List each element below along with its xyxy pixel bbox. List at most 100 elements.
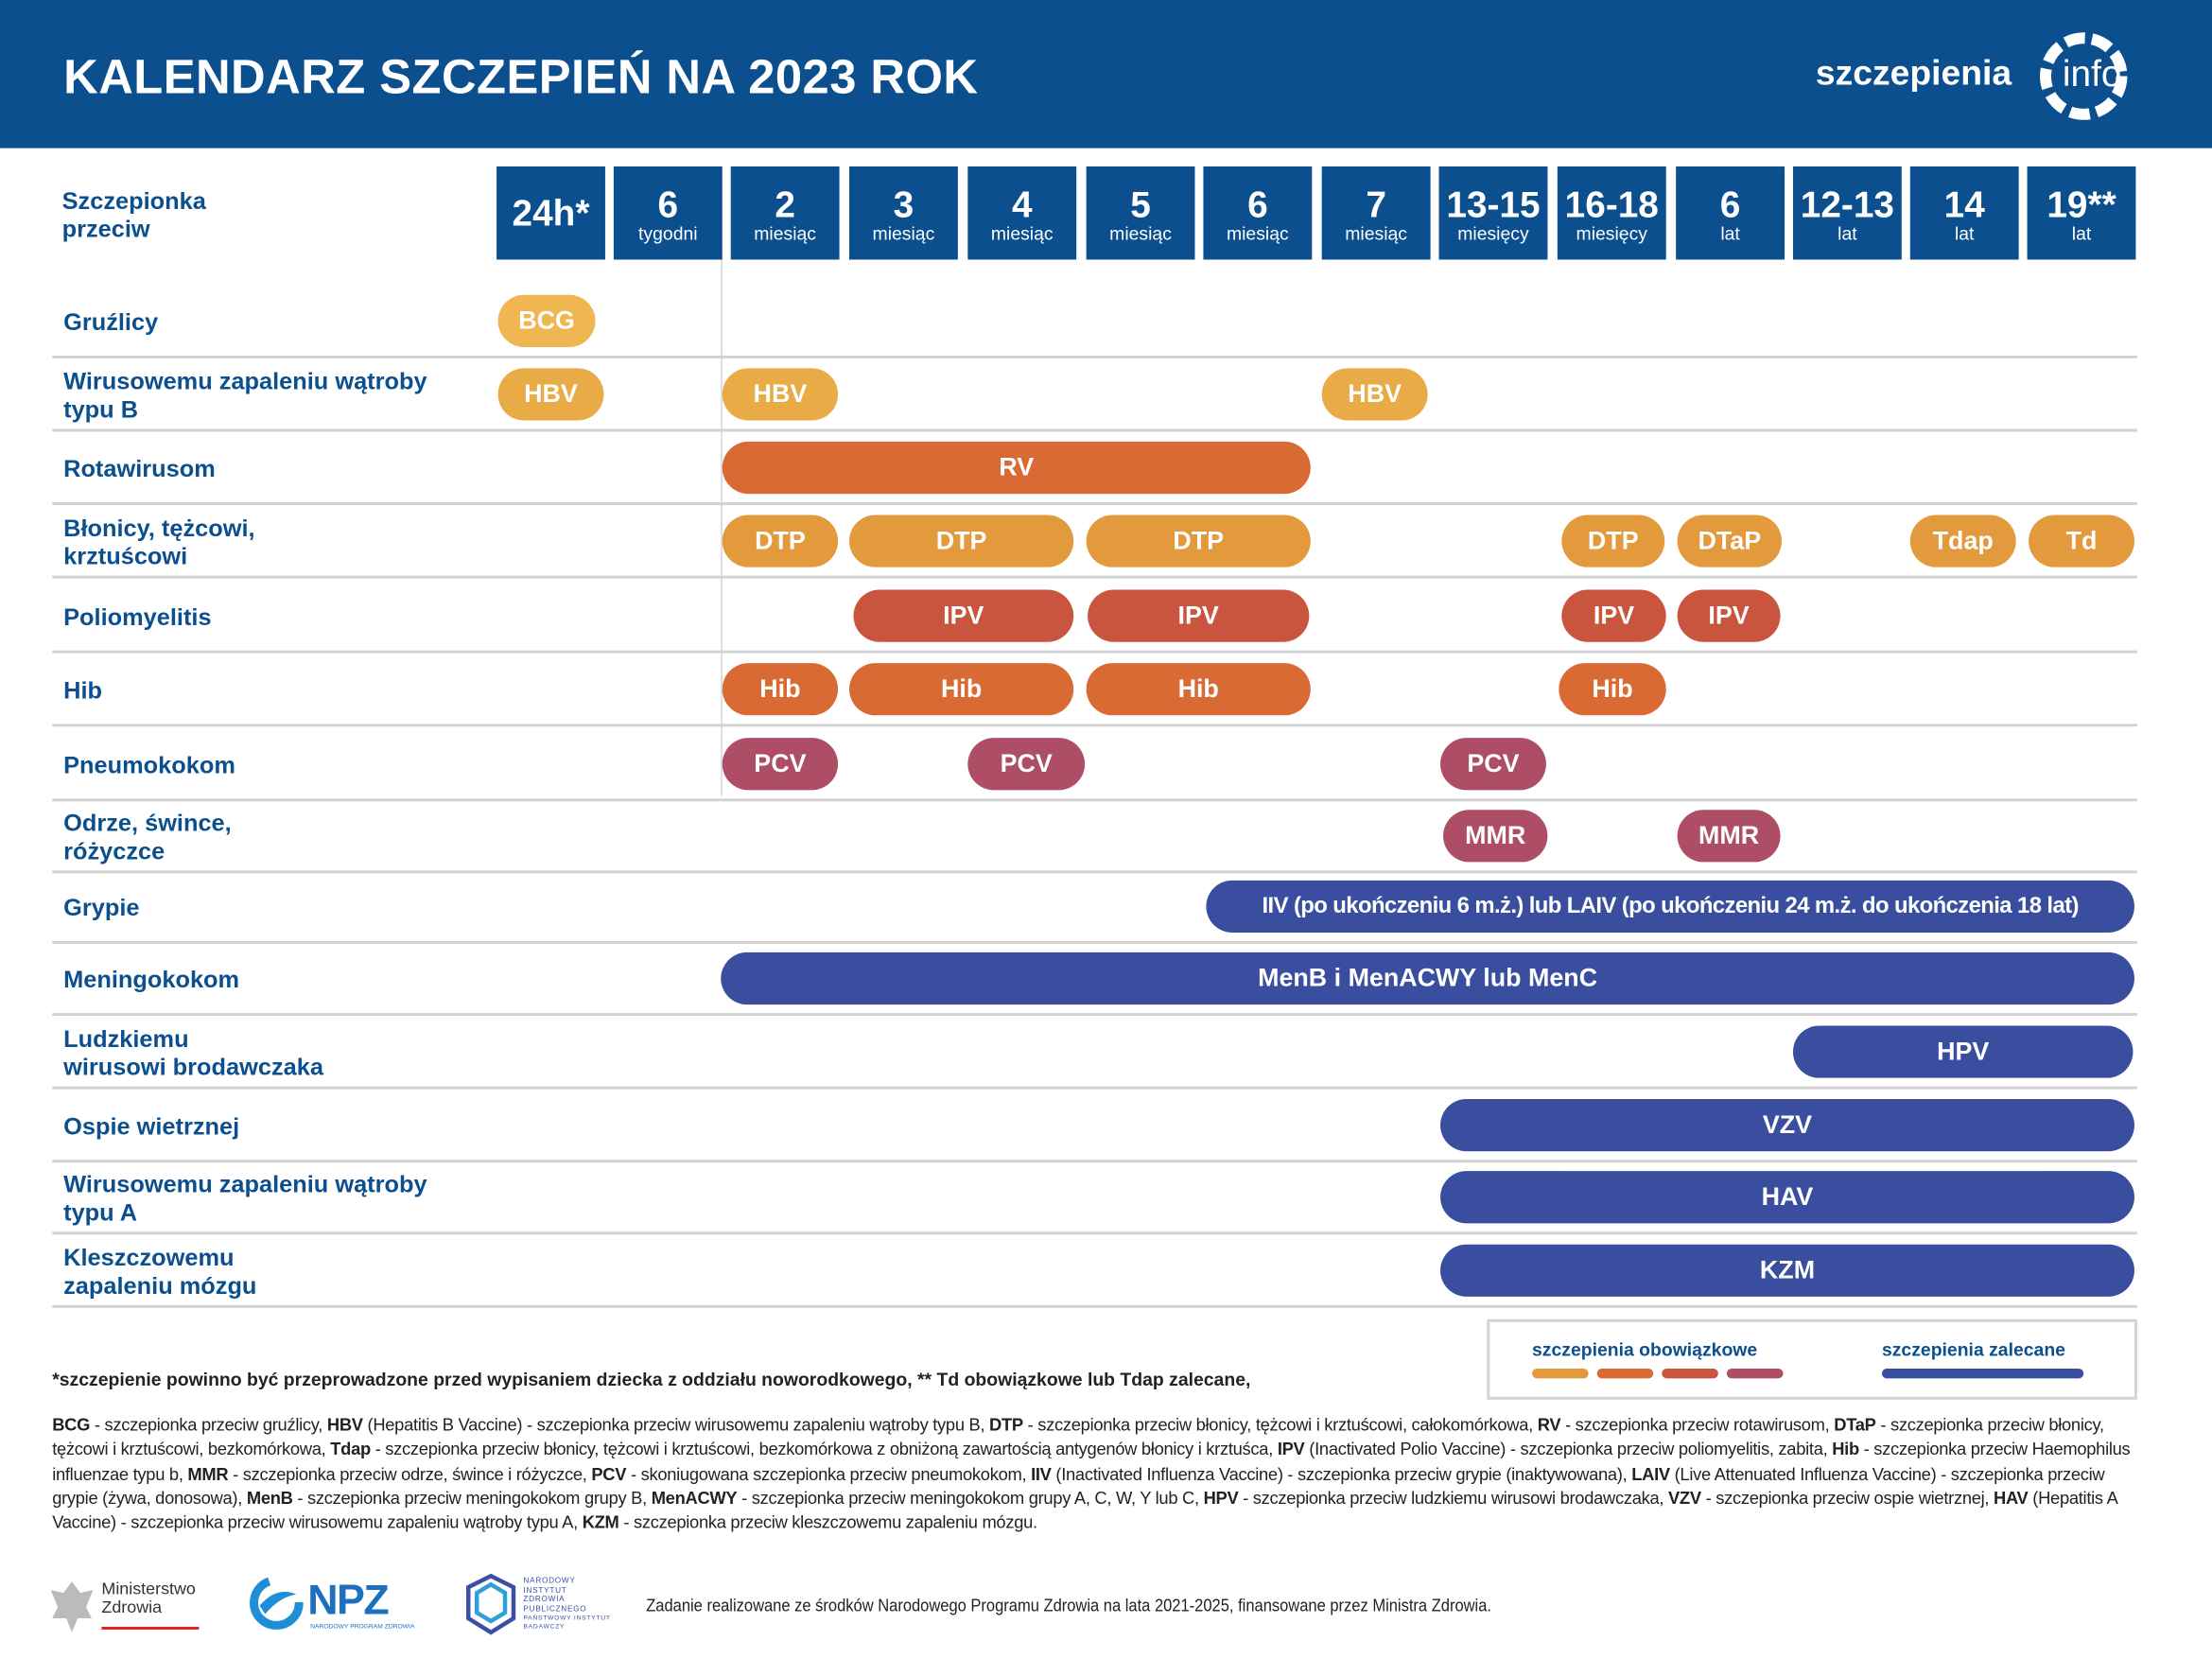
age-value: 4 xyxy=(1011,183,1033,226)
age-column: 3 miesiąc xyxy=(849,166,958,260)
vaccine-bar: DTP xyxy=(722,515,839,567)
age-value: 6 xyxy=(1247,183,1268,226)
vaccine-bar: Hib xyxy=(722,663,839,716)
legend-box xyxy=(1487,1318,2137,1400)
glossary-abbr: IIV xyxy=(1031,1463,1052,1484)
vaccine-bar: Hib xyxy=(849,663,1074,716)
age-column: 6 lat xyxy=(1676,166,1785,260)
row-label: Ludzkiemu wirusowi brodawczaka xyxy=(63,1025,323,1082)
age-column: 7 miesiąc xyxy=(1321,166,1431,260)
legend-swatch xyxy=(1726,1368,1784,1379)
row-label-line: różyczce xyxy=(63,838,165,865)
age-unit: lat xyxy=(1720,222,1740,245)
header-band xyxy=(0,0,2212,148)
glossary-abbr: PCV xyxy=(591,1463,627,1484)
glossary-text: - skoniugowana szczepionka przeciw pneum… xyxy=(626,1463,1027,1484)
age-unit: miesięcy xyxy=(1457,222,1529,245)
vaccine-bar: PCV xyxy=(1440,738,1546,791)
nizp-line: PUBLICZNEGO xyxy=(523,1604,587,1614)
glossary-text: - szczepionka przeciw Haemophilus influe… xyxy=(52,1439,2131,1484)
vaccine-bar: IPV xyxy=(1561,589,1666,642)
row-divider xyxy=(52,1013,2137,1017)
age-value: 19** xyxy=(2047,183,2116,226)
row-label-line: Ludzkiemu xyxy=(63,1025,189,1053)
glossary-text: - szczepionka przeciw błonicy, tężcowi i… xyxy=(370,1439,1274,1459)
footnote: *szczepienie powinno być przeprowadzone … xyxy=(52,1368,1251,1390)
row-label-line: typu A xyxy=(63,1198,138,1227)
vaccine-bar: MMR xyxy=(1443,810,1548,863)
row-divider xyxy=(52,1086,2137,1090)
age-unit: miesiąc xyxy=(990,222,1054,245)
age-value: 2 xyxy=(775,183,795,226)
glossary-abbr: IPV xyxy=(1277,1439,1305,1459)
ministry-line-text: Ministerstwo xyxy=(101,1579,196,1599)
row-label-line: Wirusowemu zapaleniu wątroby xyxy=(63,1171,427,1198)
row-divider xyxy=(52,1231,2137,1235)
glossary-abbr: VZV xyxy=(1667,1488,1701,1509)
ministry-line xyxy=(101,1626,200,1630)
nizp-line: INSTYTUT xyxy=(523,1586,567,1596)
glossary-text: - szczepionka przeciw meningokokom grupy… xyxy=(737,1488,1199,1509)
row-label-line: Pneumokokom xyxy=(63,752,235,779)
glossary-abbr: MMR xyxy=(187,1463,229,1484)
funding-note: Zadanie realizowane ze środków Narodoweg… xyxy=(646,1596,1491,1616)
logo-ring xyxy=(2040,32,2128,120)
row-label-line: wirusowi brodawczaka xyxy=(63,1054,323,1081)
age-unit: lat xyxy=(1954,222,1975,245)
vaccine-bar: Hib xyxy=(1559,663,1666,716)
glossary-text: (Hepatitis A Vaccine) - szczepionka prze… xyxy=(52,1488,2117,1533)
age-column: 2 miesiąc xyxy=(730,166,840,260)
glossary-text: - szczepionka przeciw kleszczowemu zapal… xyxy=(618,1512,1037,1533)
glossary-text: - szczepionka przeciw rotawirusom, xyxy=(1560,1415,1830,1436)
glossary-abbr: HAV xyxy=(1994,1488,2029,1509)
row-label-line: Kleszczowemu xyxy=(63,1244,235,1272)
ministry-line-text: Zdrowia xyxy=(101,1597,163,1617)
row-label: Wirusowemu zapaleniu wątroby typu B xyxy=(63,368,427,425)
vertical-divider xyxy=(721,259,723,796)
row-divider xyxy=(52,428,2137,432)
age-unit: miesięcy xyxy=(1576,222,1647,245)
glossary-text: - szczepionka przeciw błonicy, tężcowi i… xyxy=(52,1415,2104,1459)
age-column: 6 tygodni xyxy=(613,166,723,260)
eagle xyxy=(50,1581,94,1632)
vaccine-bar: KZM xyxy=(1440,1244,2134,1297)
legend-swatch xyxy=(1662,1368,1718,1379)
nizp-sub-line: PAŃSTWOWY INSTYTUT xyxy=(523,1614,611,1621)
vaccine-bar: HBV xyxy=(722,368,839,421)
age-unit: tygodni xyxy=(638,222,698,245)
vaccine-bar: IPV xyxy=(853,589,1074,642)
vaccine-bar: MenB i MenACWY lub MenC xyxy=(721,951,2134,1005)
row-label: Poliomyelitis xyxy=(63,603,211,632)
row-divider xyxy=(52,355,2137,358)
row-divider xyxy=(52,724,2137,727)
vaccine-bar: HAV xyxy=(1440,1171,2134,1224)
age-unit: lat xyxy=(2071,222,2092,245)
vaccine-bar: HPV xyxy=(1792,1025,2134,1078)
eagle-icon xyxy=(50,1581,94,1632)
vaccine-bar: DTaP xyxy=(1677,515,1783,567)
npz-logo-text: NPZ xyxy=(307,1577,390,1624)
row-label-line: zapaleniu mózgu xyxy=(63,1272,257,1300)
vaccine-bar: PCV xyxy=(722,738,839,791)
vaccine-bar: BCG xyxy=(497,294,596,347)
row-label: Ospie wietrznej xyxy=(63,1113,239,1142)
vaccine-bar: DTP xyxy=(849,515,1074,567)
age-column: 4 miesiąc xyxy=(967,166,1077,260)
glossary-text: - szczepionka przeciw ospie wietrznej, xyxy=(1700,1488,1990,1509)
row-label: Rotawirusom xyxy=(63,456,216,484)
age-value: 13-15 xyxy=(1446,183,1541,226)
row-label-line: Błonicy, tężcowi, xyxy=(63,515,255,542)
npz-swirl xyxy=(250,1576,304,1630)
glossary-abbr: Tdap xyxy=(330,1439,371,1459)
glossary-text: - szczepionka przeciw meningokokom grupy… xyxy=(292,1488,647,1509)
age-column: 19** lat xyxy=(2027,166,2136,260)
nizp-sub-line: BADAWCZY xyxy=(523,1621,566,1630)
npz-full-name: NARODOWY PROGRAM ZDROWIA xyxy=(310,1622,415,1630)
row-label: Wirusowemu zapaleniu wątroby typu A xyxy=(63,1171,427,1228)
corner-label: Szczepionka przeciw xyxy=(62,187,206,244)
age-column: 12-13 lat xyxy=(1792,166,1902,260)
legend-mandatory: szczepienia obowiązkowe xyxy=(1531,1338,1758,1361)
nizp-hex xyxy=(466,1573,516,1635)
